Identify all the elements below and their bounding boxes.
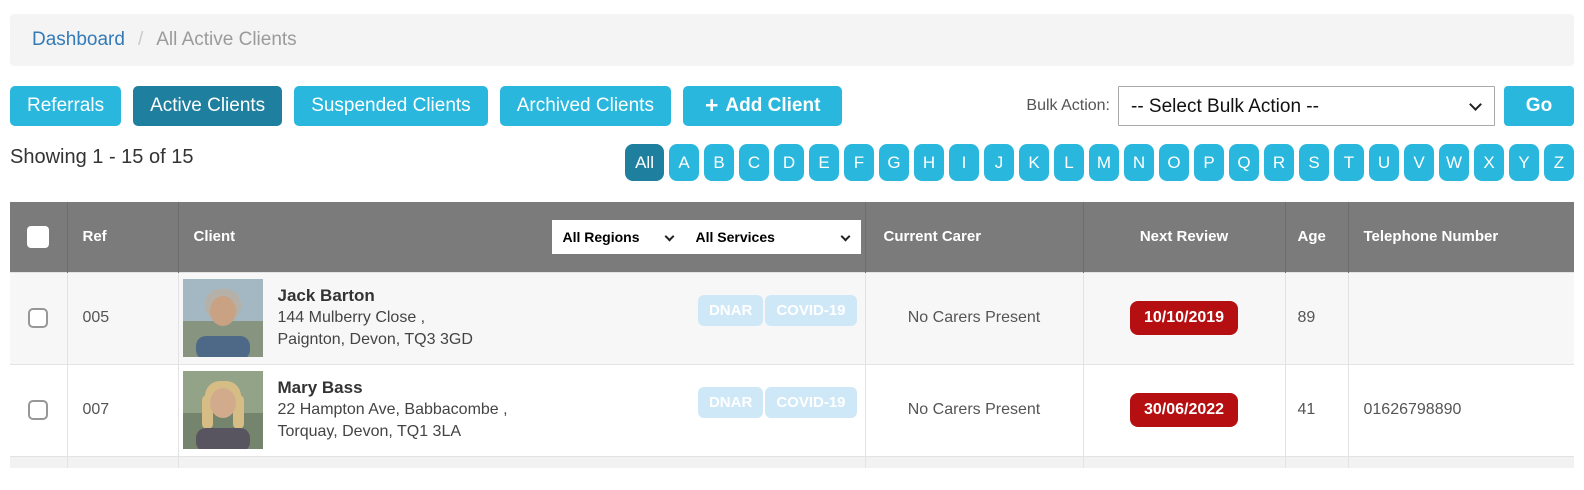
tab-suspended-clients[interactable]: Suspended Clients (294, 86, 488, 126)
add-client-button[interactable]: + Add Client (682, 86, 843, 126)
alpha-filter-k[interactable]: K (1019, 144, 1049, 181)
alpha-filter-l[interactable]: L (1054, 144, 1084, 181)
client-table-body: 005 Jack Barton 144 Mulberry (10, 272, 1574, 456)
breadcrumb-separator: / (137, 29, 144, 50)
alpha-filter-i[interactable]: I (949, 144, 979, 181)
alpha-filter-v[interactable]: V (1404, 144, 1434, 181)
breadcrumb-current: All Active Clients (156, 29, 297, 50)
clients-page: Dashboard / All Active Clients Referrals… (0, 14, 1584, 468)
alpha-filter-o[interactable]: O (1159, 144, 1189, 181)
alpha-filter-e[interactable]: E (809, 144, 839, 181)
client-row[interactable]: 005 Jack Barton 144 Mulberry (10, 272, 1574, 364)
tab-active-clients[interactable]: Active Clients (133, 86, 283, 126)
next-review-badge[interactable]: 30/06/2022 (1129, 393, 1239, 427)
client-address-line1: 22 Hampton Ave, Babbacombe , (277, 401, 508, 418)
covid19-badge: COVID-19 (765, 387, 857, 418)
alpha-filter-u[interactable]: U (1369, 144, 1399, 181)
header-telephone: Telephone Number (1347, 202, 1574, 272)
client-age: 41 (1297, 401, 1316, 418)
alpha-filter-n[interactable]: N (1124, 144, 1154, 181)
tab-referrals[interactable]: Referrals (10, 86, 122, 126)
tab-archived-clients[interactable]: Archived Clients (499, 86, 671, 126)
services-filter-wrap: All Services (684, 219, 861, 254)
client-name[interactable]: Jack Barton (277, 286, 375, 305)
alpha-filter-w[interactable]: W (1439, 144, 1469, 181)
alpha-filter-q[interactable]: Q (1229, 144, 1259, 181)
header-age: Age (1284, 202, 1348, 272)
bulk-action-zone: Bulk Action: -- Select Bulk Action -- Go (1026, 86, 1574, 126)
alpha-filter-all[interactable]: All (625, 144, 664, 181)
header-next-review: Next Review (1082, 202, 1285, 272)
header-client: Client (193, 228, 236, 246)
client-flags: DNAR COVID-19 (697, 387, 857, 418)
client-address-line2: Paignton, Devon, TQ3 3GD (277, 331, 473, 348)
alpha-filter: All A B C D E F G H I J K L M N O P Q R S T U V W X Y Z (625, 144, 1574, 181)
alpha-filter-x[interactable]: X (1474, 144, 1504, 181)
client-photo (182, 371, 263, 449)
select-all-checkbox[interactable] (27, 225, 50, 248)
alpha-filter-f[interactable]: F (844, 144, 874, 181)
go-button[interactable]: Go (1504, 86, 1574, 126)
client-row[interactable]: 007 Mary Bass 22 Hampton Ave (10, 364, 1574, 456)
add-client-label: Add Client (725, 95, 821, 116)
bulk-action-select[interactable]: -- Select Bulk Action -- (1118, 86, 1495, 126)
breadcrumb: Dashboard / All Active Clients (10, 14, 1574, 66)
tab-bar: Referrals Active Clients Suspended Clients… (10, 86, 671, 126)
bulk-action-label: Bulk Action: (1026, 97, 1110, 114)
client-age: 89 (1297, 309, 1316, 326)
client-ref: 007 (82, 401, 110, 418)
regions-filter-wrap: All Regions (551, 219, 685, 254)
services-filter-select[interactable]: All Services (684, 219, 861, 254)
toolbar: Referrals Active Clients Suspended Clients… (10, 86, 1574, 126)
alpha-filter-s[interactable]: S (1299, 144, 1329, 181)
regions-filter-select[interactable]: All Regions (551, 219, 685, 254)
alpha-filter-c[interactable]: C (739, 144, 769, 181)
client-ref: 005 (82, 309, 110, 326)
list-bar: Showing 1 - 15 of 15 All A B C D E F G H I J K L M N O P… (10, 144, 1574, 181)
client-name[interactable]: Mary Bass (277, 378, 363, 397)
table-header: Ref Client All Regions All Services (10, 202, 1574, 272)
alpha-filter-p[interactable]: P (1194, 144, 1224, 181)
bulk-action-select-wrap: -- Select Bulk Action -- (1118, 86, 1495, 126)
client-address-line2: Torquay, Devon, TQ1 3LA (277, 423, 462, 440)
client-phone: 01626798890 (1363, 401, 1462, 418)
alpha-filter-t[interactable]: T (1334, 144, 1364, 181)
alpha-filter-b[interactable]: B (704, 144, 734, 181)
alpha-filter-r[interactable]: R (1264, 144, 1294, 181)
alpha-filter-m[interactable]: M (1089, 144, 1119, 181)
breadcrumb-dashboard-link[interactable]: Dashboard (32, 29, 125, 50)
dnar-badge: DNAR (697, 387, 764, 418)
alpha-filter-g[interactable]: G (879, 144, 909, 181)
alpha-filter-y[interactable]: Y (1509, 144, 1539, 181)
partial-next-row (10, 456, 1574, 468)
client-address-line1: 144 Mulberry Close , (277, 309, 426, 326)
next-review-badge[interactable]: 10/10/2019 (1129, 301, 1239, 335)
plus-icon: + (704, 91, 719, 118)
row-checkbox[interactable] (28, 400, 49, 420)
alpha-filter-j[interactable]: J (984, 144, 1014, 181)
header-ref: Ref (66, 202, 178, 272)
alpha-filter-a[interactable]: A (669, 144, 699, 181)
dnar-badge: DNAR (697, 295, 764, 326)
showing-count: Showing 1 - 15 of 15 (10, 146, 194, 168)
header-current-carer: Current Carer (864, 202, 1083, 272)
clients-table: Ref Client All Regions All Services (10, 202, 1574, 468)
alpha-filter-d[interactable]: D (774, 144, 804, 181)
covid19-badge: COVID-19 (765, 295, 857, 326)
alpha-filter-h[interactable]: H (914, 144, 944, 181)
current-carer-status: No Carers Present (907, 309, 1041, 326)
alpha-filter-z[interactable]: Z (1544, 144, 1574, 181)
client-flags: DNAR COVID-19 (697, 295, 857, 326)
row-checkbox[interactable] (28, 308, 49, 328)
client-photo (182, 279, 263, 357)
current-carer-status: No Carers Present (907, 401, 1041, 418)
